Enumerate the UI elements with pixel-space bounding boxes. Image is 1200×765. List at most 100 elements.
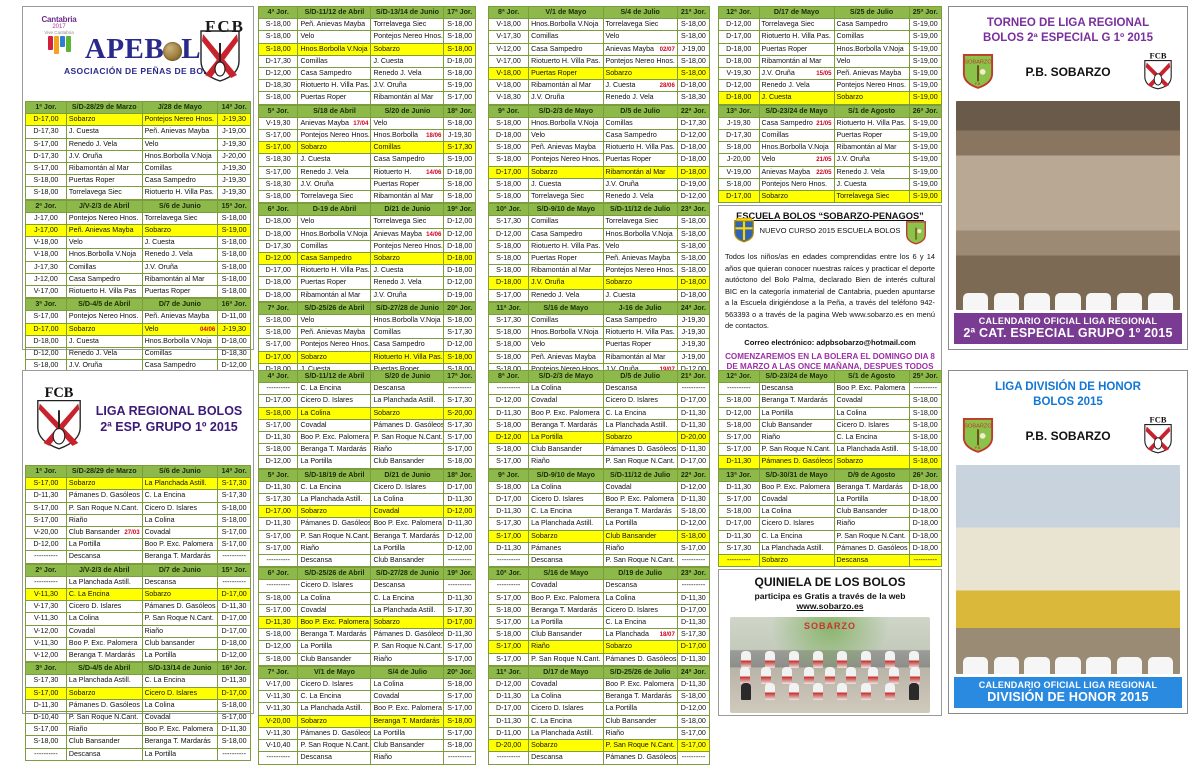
jornada-header-row: 12ª Jor. S/D-23/24 de Mayo S/1 de Agosto 25… [718,369,943,384]
match-row: V-17,30 Cicero D. Islares Pámanes D. Gasól… [25,600,251,614]
person-figure [765,651,775,669]
time-right: D-12,00 [443,529,476,543]
time-left: S-18,00 [25,735,67,749]
top-promo-banner: CALENDARIO OFICIAL LIGA REGIONAL 2ª CAT.… [954,313,1182,344]
date-right-label: S/20 de Junio [370,104,445,118]
match-row: V-10,40 P. San Roque N.Cant. Club Bansande… [257,739,476,753]
team-left: P. San Roque N.Cant. [65,501,143,515]
time-left: D-12,00 [257,252,299,266]
apebol-header: Cantabria 2017 Vive Cantabria APEB L [25,9,251,101]
date-note: 28/06 [659,82,675,90]
team-left: C. La Encina [297,480,372,495]
team-right: 02/07 Anievas Mayba [602,42,678,56]
match-row: S-17,00 Sobarzo Comillas S-17,30 [257,141,476,155]
team-left: Renedo J. Vela [297,165,372,179]
match-row: D-18,00 Ribamontán al Mar Velo S-19,00 [718,54,943,69]
schedule-table: 3ª Jor. S/D-4/5 de Abril S/D-13/14 de Juni… [25,662,251,761]
bottom-promo-team-photo [956,464,1180,674]
team-right: Club Bansander [370,554,445,568]
team-left: Pámanes D. Gasóleos [65,698,143,713]
team-right: J. Cuesta [370,54,445,69]
jornada-right-label: 19ª Jor. [443,567,476,581]
date-note: 14/06 [426,168,442,176]
time-right: J-19,30 [676,314,711,328]
team-left: Pontejos Nereo Hnos. [65,310,143,324]
time-left: ---------- [487,751,530,765]
time-left: V-11,30 [257,726,299,741]
match-row: D-12,00 Covadal Boo P. Exc. Palomera D-11,3… [487,678,711,692]
jornada-left-label: 11ª Jor. [487,665,530,680]
quiniela-web-link[interactable]: www.sobarzo.es [796,601,864,612]
time-right: S-18,00 [676,54,711,69]
team-left: Pontejos Nereo Hnos. [297,129,372,143]
person-figure [739,667,750,685]
team-right: J. Cuesta [370,264,445,278]
team-left: Comillas [758,129,835,143]
jornada-right-label: 26ª Jor. [908,104,943,118]
bottom-promo-panel: LIGA DIVISIÓN DE HONOR BOLOS 2015 SOBARZ… [948,370,1188,714]
team-left: Covadal [297,603,372,618]
team-right: Boo P. Exc. Palomera [602,678,678,692]
match-row: ---------- Sobarzo Descansa ---------- [718,554,943,568]
team-left: J.V. Oruña [297,177,372,192]
match-row: S-18,00 Club Bansander 18/07 La Planchada S-… [487,628,711,642]
person-figure [861,683,871,701]
person-figure [741,683,751,701]
time-right: S-18,00 [676,227,711,241]
escuela-subtitle: NUEVO CURSO 2015 ESCUELA BOLOS [759,226,901,236]
time-right: S-18,00 [217,285,251,299]
match-row: V-18,30 J.V. Oruña Renedo J. Vela S-18,30 [487,91,711,105]
time-left: V-11,30 [25,612,67,626]
team-right: Riaño [833,517,910,531]
bottom-promo-title-line2: BOLOS 2015 [1033,395,1103,408]
team-left: Riotuerto H. Villa Pas. [297,79,372,93]
team-left: Velo [297,215,372,229]
team-right: La Portilla [833,493,910,507]
time-left: S-17,30 [718,541,760,556]
match-row: D-12,00 Torrelavega Siec Casa Sampedro S-19… [718,18,943,32]
time-left: V-12,00 [25,624,67,638]
jornada-left-label: 6ª Jor. [257,567,299,581]
time-left: S-17,00 [257,129,299,143]
schedule-table: 1ª Jor. S/D-28/29 de Marzo J/28 de Mayo 14ª… [25,100,251,200]
time-left: D-17,30 [257,54,299,69]
team-left: Pontejos Nero Hnos. [758,177,835,192]
date-right-label: S/D-25/26 de Julio [602,665,678,680]
team-left: Hnos.Borbolla V.Noja [65,248,143,262]
time-left: D-18,30 [257,79,299,93]
date-left-label: S/16 de Mayo [528,301,604,316]
time-left: D-11,00 [487,726,530,741]
person-figure [885,683,895,701]
time-left: S-17,30 [257,493,299,507]
svg-text:SOBARZO: SOBARZO [964,59,992,65]
time-left: D-12,00 [487,227,530,241]
time-right: S-17,30 [443,326,476,340]
team-right: La Portilla [141,747,219,761]
team-right: Casa Sampedro [602,314,678,328]
date-right-label: J-16 de Julio [602,301,678,316]
match-row: S-17,00 Pontejos Nereo Hnos. Casa Sampedro… [257,338,476,352]
team-right: Torrelavega Siec [370,215,445,229]
bottom-promo-banner: CALENDARIO OFICIAL LIGA REGIONAL DIVISIÓ… [954,677,1182,708]
time-right: D-18,00 [676,288,711,302]
team-left: Sobarzo [758,190,835,204]
date-note: 21/05 [816,156,832,164]
match-row: V-19,30 15/05 J.V. Oruña Peñ. Anievas Mayba… [718,67,943,81]
match-row: S-17,00 Riaño La Portilla D-12,00 [257,541,476,556]
team-left: Riotuerto H. Villa Pas. [528,239,604,254]
team-left: Beranga T. Mardarás [297,443,372,457]
schedule-table: 12ª Jor. S/D-23/24 de Mayo S/1 de Agosto 25… [718,369,943,469]
time-right: D-12,00 [676,517,711,531]
match-row: V-12,00 Casa Sampedro 02/07 Anievas Mayba J-… [487,42,711,56]
schedule-table: 13ª Jor. S/D-23/24 de Mayo S/1 de Agosto 26… [718,104,943,204]
schedule-table: 1ª Jor. S/D-28/29 de Marzo S/6 de Junio 14ª… [25,464,251,564]
bottom-promo-identity: SOBARZO P.B. P.B. SOBARZO FCB [952,412,1184,463]
time-right: D-17,00 [443,480,476,495]
time-right: D-11,30 [443,591,476,605]
date-right-label: S/D-27/28 de Junio [370,567,445,581]
jornada-header-row: 2ª Jor. J/V-2/3 de Abril D/7 de Junio 15ª J… [25,563,251,577]
match-row: D-18,00 J.V. Oruña Sobarzo D-18,00 [487,276,711,290]
fcb-shield-icon: FCB [1142,50,1174,95]
team-right: Covadal [370,690,445,704]
team-left: P. San Roque N.Cant. [297,739,372,753]
